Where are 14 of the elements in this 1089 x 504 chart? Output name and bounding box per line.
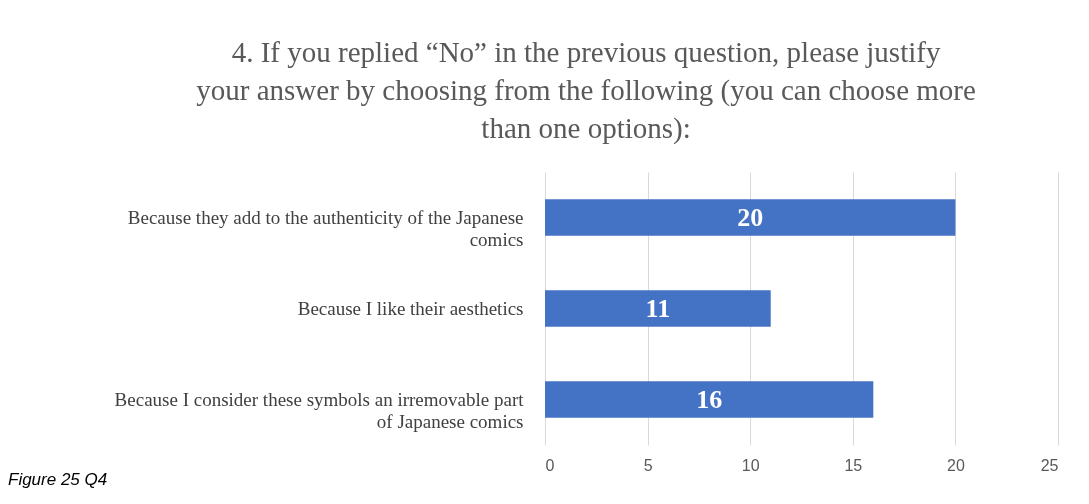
x-tick-label: 15 xyxy=(844,456,863,474)
data-label: 20 xyxy=(737,202,764,232)
x-tick-label: 10 xyxy=(741,456,760,474)
y-tick-label: Because I consider these symbols an irremovable part of Japanese comics xyxy=(114,388,525,432)
x-tick-label: 20 xyxy=(947,456,965,474)
y-tick-label: Because they add to the authenticity of the Japanese comics xyxy=(127,206,524,250)
data-label: 11 xyxy=(645,293,671,323)
y-tick-label: Because I like their aesthetics xyxy=(297,297,524,319)
x-tick-label: 0 xyxy=(545,456,555,474)
chart-title: 4. If you replied “No” in the previous question, please justify your answer by choosing from the following (you can choose more than one options): xyxy=(196,36,976,145)
data-label: 16 xyxy=(696,384,723,414)
x-tick-label: 5 xyxy=(643,456,653,474)
x-tick-label: 25 xyxy=(1040,456,1059,474)
caption: Figure 25 Q4 xyxy=(8,470,108,490)
